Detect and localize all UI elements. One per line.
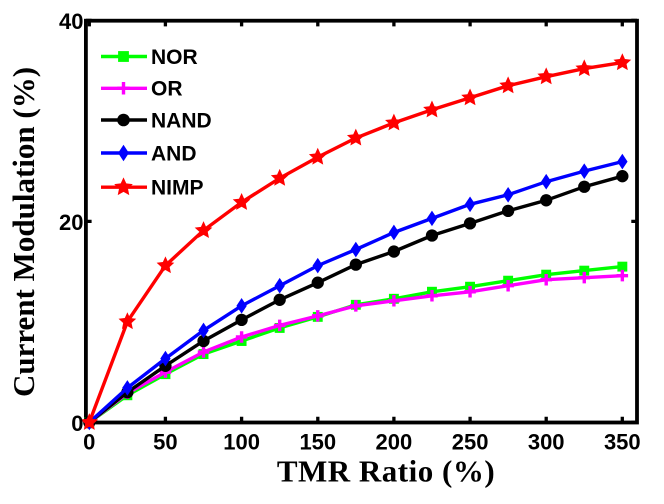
svg-text:0: 0 — [83, 429, 95, 454]
svg-text:40: 40 — [59, 9, 83, 34]
svg-text:TMR Ratio (%): TMR Ratio (%) — [277, 454, 495, 489]
svg-text:50: 50 — [153, 429, 177, 454]
svg-text:AND: AND — [151, 142, 197, 165]
svg-text:250: 250 — [452, 429, 489, 454]
svg-text:NIMP: NIMP — [151, 177, 204, 200]
svg-text:Current Modulation (%): Current Modulation (%) — [6, 67, 41, 397]
svg-text:150: 150 — [299, 429, 336, 454]
svg-text:OR: OR — [151, 78, 183, 101]
svg-text:NAND: NAND — [151, 109, 212, 132]
svg-text:300: 300 — [528, 429, 565, 454]
svg-text:0: 0 — [71, 411, 83, 436]
svg-text:200: 200 — [376, 429, 413, 454]
svg-text:100: 100 — [223, 429, 260, 454]
svg-text:NOR: NOR — [151, 46, 198, 69]
svg-text:350: 350 — [604, 429, 641, 454]
svg-text:20: 20 — [59, 210, 83, 235]
